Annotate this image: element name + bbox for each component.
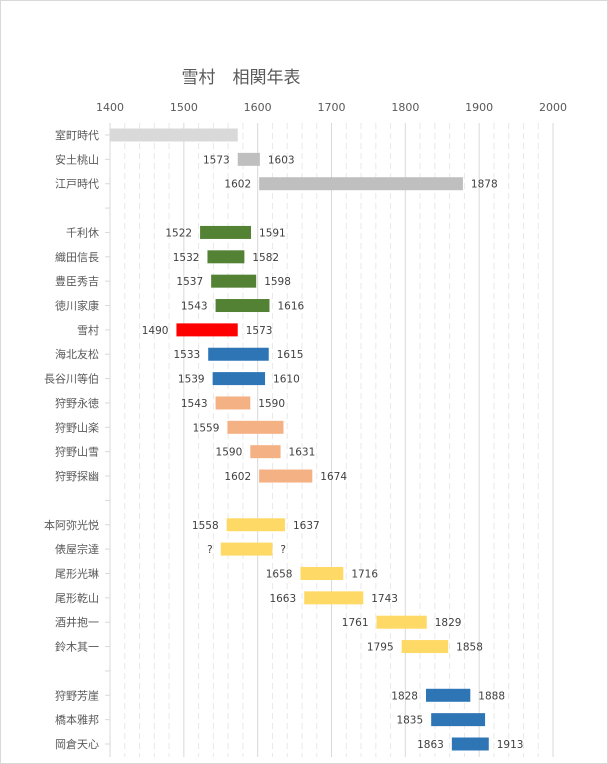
start-year-label: 1602 xyxy=(224,179,251,191)
row-label: 豊臣秀吉 xyxy=(55,275,99,288)
row-label: 千利休 xyxy=(66,226,99,239)
row-label: 狩野山雪 xyxy=(55,445,99,459)
row-label: 狩野探幽 xyxy=(55,469,99,483)
start-year-label: ? xyxy=(207,544,213,556)
bar xyxy=(227,420,284,434)
start-year-label: 1795 xyxy=(367,642,394,654)
bar xyxy=(207,250,245,264)
start-year-label: 1558 xyxy=(192,520,219,532)
end-year-label: 1598 xyxy=(264,276,291,288)
bar xyxy=(300,566,344,580)
start-year-label: 1543 xyxy=(181,398,208,410)
bar xyxy=(431,713,486,727)
end-year-label: 1637 xyxy=(293,520,320,532)
x-tick-label: 1800 xyxy=(391,101,419,114)
row-label: 長谷川等伯 xyxy=(44,372,99,386)
start-year-label: 1590 xyxy=(216,447,243,459)
x-tick-label: 1900 xyxy=(465,101,493,114)
start-year-label: 1543 xyxy=(181,301,208,313)
end-year-label: 1591 xyxy=(259,227,286,239)
x-tick-label: 1700 xyxy=(318,101,346,114)
start-year-label: 1573 xyxy=(203,154,230,166)
start-year-label: 1522 xyxy=(165,227,192,239)
end-year-label: 1858 xyxy=(456,642,483,654)
row-label: 狩野山楽 xyxy=(55,420,99,434)
bar xyxy=(237,152,260,166)
end-year-label: ? xyxy=(280,544,286,556)
bar xyxy=(215,299,270,313)
x-tick-label: 2000 xyxy=(539,101,567,114)
bar xyxy=(220,542,273,556)
end-year-label: 1616 xyxy=(277,301,304,313)
x-tick-label: 1400 xyxy=(96,101,124,114)
bar xyxy=(376,615,427,629)
start-year-label: 1533 xyxy=(173,349,200,361)
end-year-label: 1674 xyxy=(320,471,347,483)
bar xyxy=(226,518,285,532)
start-year-label: 1537 xyxy=(176,276,203,288)
bar xyxy=(215,396,251,410)
row-label: 岡倉天心 xyxy=(55,737,99,751)
bar xyxy=(208,347,269,361)
row-label: 雪村 xyxy=(77,323,99,337)
end-year-label: 1573 xyxy=(246,325,273,337)
start-year-label: 1828 xyxy=(391,690,418,702)
end-year-label: 1913 xyxy=(497,739,524,751)
start-year-label: 1539 xyxy=(178,374,205,386)
row-label: 織田信長 xyxy=(55,251,99,264)
bar xyxy=(250,445,281,459)
bar xyxy=(304,591,364,605)
start-year-label: 1532 xyxy=(173,252,200,264)
row-label: 俵屋宗達 xyxy=(55,542,99,556)
row-label: 徳川家康 xyxy=(55,299,99,313)
row-label: 安土桃山 xyxy=(55,152,99,166)
x-tick-label: 1600 xyxy=(244,101,272,114)
bar xyxy=(259,469,313,483)
row-label: 本阿弥光悦 xyxy=(44,518,99,532)
row-label: 鈴木其一 xyxy=(55,640,99,654)
bar xyxy=(176,323,238,337)
bar xyxy=(212,372,266,386)
bar xyxy=(200,225,252,239)
end-year-label: 1603 xyxy=(268,154,295,166)
row-label: 室町時代 xyxy=(55,128,99,142)
bar xyxy=(451,737,489,751)
chart-title: 雪村 相関年表 xyxy=(182,68,301,88)
x-tick-label: 1500 xyxy=(170,101,198,114)
row-label: 橋本雅邦 xyxy=(55,713,99,727)
bar xyxy=(211,274,257,288)
start-year-label: 1490 xyxy=(142,325,169,337)
row-label: 尾形乾山 xyxy=(55,592,99,605)
bar xyxy=(110,128,238,142)
start-year-label: 1602 xyxy=(224,471,251,483)
bar xyxy=(401,640,449,654)
end-year-label: 1829 xyxy=(435,617,462,629)
start-year-label: 1863 xyxy=(417,739,444,751)
end-year-label: 1716 xyxy=(351,568,378,580)
start-year-label: 1835 xyxy=(396,715,423,727)
end-year-label: 1631 xyxy=(289,447,316,459)
start-year-label: 1559 xyxy=(193,422,220,434)
end-year-label: 1582 xyxy=(252,252,279,264)
end-year-label: 1888 xyxy=(478,690,505,702)
start-year-label: 1761 xyxy=(342,617,369,629)
row-label: 酒井抱一 xyxy=(55,615,99,629)
end-year-label: 1590 xyxy=(258,398,285,410)
bar xyxy=(259,177,463,191)
end-year-label: 1615 xyxy=(277,349,304,361)
row-label: 尾形光琳 xyxy=(55,566,99,580)
row-label: 海北友松 xyxy=(55,347,99,361)
row-label: 江戸時代 xyxy=(55,178,99,191)
end-year-label: 1878 xyxy=(471,179,498,191)
end-year-label: 1610 xyxy=(273,374,300,386)
start-year-label: 1658 xyxy=(266,568,293,580)
row-label: 狩野永徳 xyxy=(55,396,99,410)
bar xyxy=(426,688,471,702)
end-year-label: 1743 xyxy=(371,593,398,605)
start-year-label: 1663 xyxy=(269,593,296,605)
row-label: 狩野芳崖 xyxy=(55,688,99,702)
